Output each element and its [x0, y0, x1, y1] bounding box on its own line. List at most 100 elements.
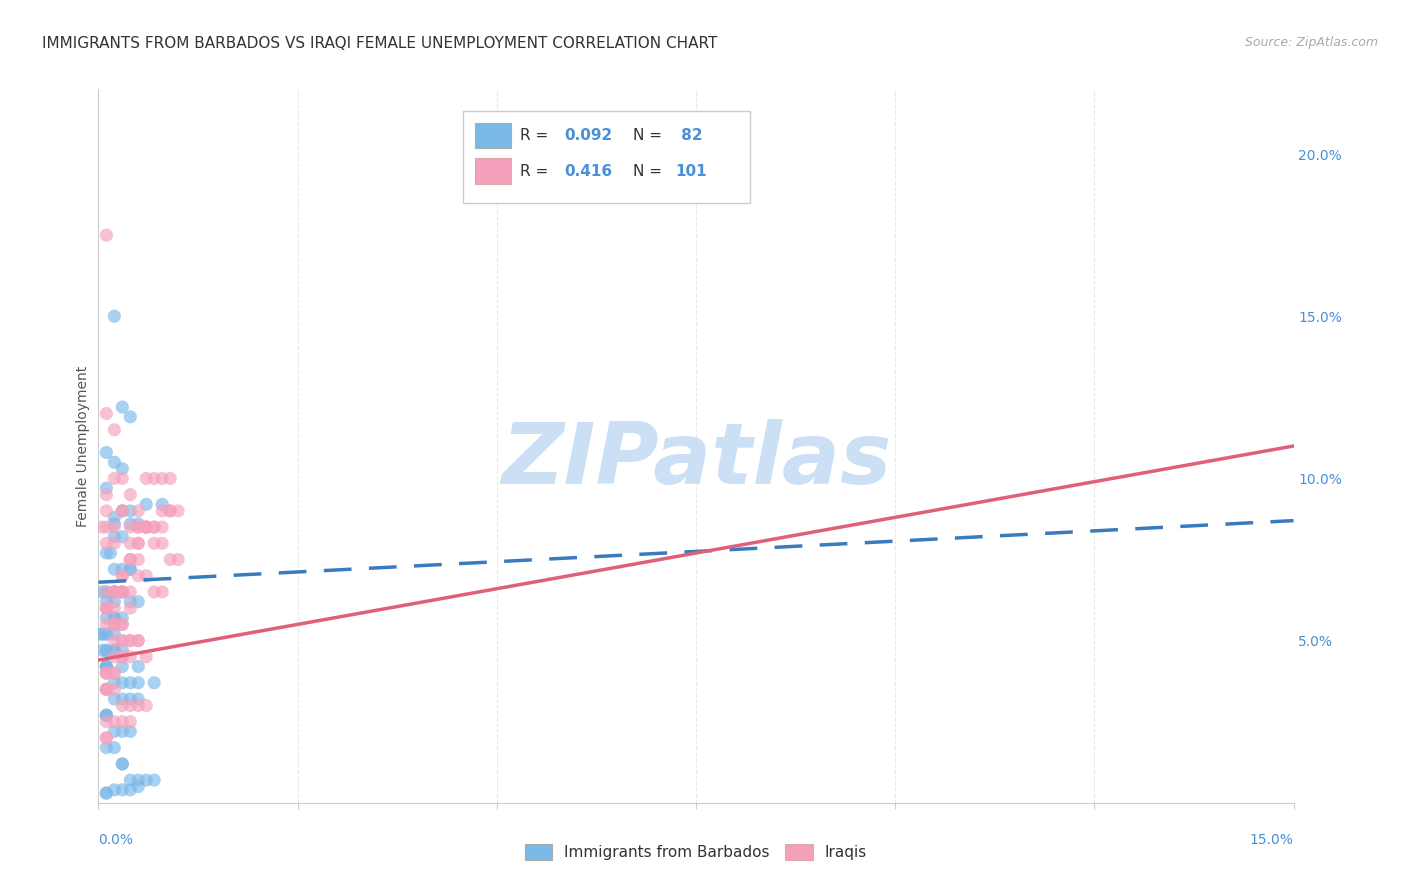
Point — [143, 520, 166, 534]
Point — [120, 504, 142, 518]
Point — [120, 562, 142, 576]
Point — [143, 471, 166, 485]
Point — [111, 504, 134, 518]
Point — [127, 520, 149, 534]
Point — [96, 585, 118, 599]
Point — [120, 692, 142, 706]
Point — [111, 585, 134, 599]
Point — [127, 780, 149, 794]
Point — [127, 633, 149, 648]
Point — [103, 611, 125, 625]
Point — [111, 611, 134, 625]
Point — [120, 714, 142, 729]
Point — [127, 568, 149, 582]
Point — [103, 714, 125, 729]
Text: N =: N = — [633, 164, 666, 178]
Point — [96, 627, 118, 641]
Point — [111, 617, 134, 632]
Point — [120, 409, 142, 424]
Point — [96, 666, 118, 681]
Text: 82: 82 — [676, 128, 702, 143]
Point — [103, 675, 125, 690]
Point — [103, 601, 125, 615]
Point — [96, 708, 118, 723]
Point — [111, 756, 134, 771]
Point — [103, 692, 125, 706]
Point — [167, 552, 190, 566]
Point — [96, 786, 118, 800]
Point — [111, 649, 134, 664]
Point — [96, 682, 118, 697]
Point — [127, 659, 149, 673]
Point — [111, 471, 134, 485]
Point — [143, 536, 166, 550]
Point — [103, 782, 125, 797]
Point — [103, 585, 125, 599]
Point — [96, 731, 118, 745]
Point — [120, 698, 142, 713]
Point — [135, 773, 157, 788]
Point — [120, 675, 142, 690]
Point — [127, 536, 149, 550]
Point — [159, 471, 181, 485]
Point — [143, 675, 166, 690]
Point — [150, 497, 173, 511]
Point — [120, 536, 142, 550]
Point — [111, 643, 134, 657]
Point — [96, 611, 118, 625]
Point — [103, 627, 125, 641]
Point — [120, 562, 142, 576]
Point — [135, 520, 157, 534]
Point — [143, 585, 166, 599]
FancyBboxPatch shape — [475, 159, 510, 184]
Point — [96, 536, 118, 550]
Point — [96, 714, 118, 729]
Point — [103, 520, 125, 534]
Point — [167, 504, 190, 518]
Point — [120, 773, 142, 788]
Text: ZIPatlas: ZIPatlas — [501, 418, 891, 502]
Point — [120, 601, 142, 615]
Point — [103, 740, 125, 755]
Point — [111, 675, 134, 690]
Point — [120, 724, 142, 739]
Text: IMMIGRANTS FROM BARBADOS VS IRAQI FEMALE UNEMPLOYMENT CORRELATION CHART: IMMIGRANTS FROM BARBADOS VS IRAQI FEMALE… — [42, 36, 717, 51]
Text: 0.416: 0.416 — [565, 164, 613, 178]
Point — [103, 595, 125, 609]
Point — [111, 585, 134, 599]
Point — [91, 585, 114, 599]
Point — [103, 585, 125, 599]
Point — [96, 659, 118, 673]
Point — [120, 633, 142, 648]
Point — [103, 585, 125, 599]
Point — [111, 400, 134, 414]
Point — [111, 568, 134, 582]
Point — [150, 471, 173, 485]
Point — [96, 659, 118, 673]
Point — [135, 568, 157, 582]
Point — [103, 585, 125, 599]
Point — [103, 617, 125, 632]
Point — [96, 731, 118, 745]
Point — [96, 601, 118, 615]
Point — [135, 520, 157, 534]
Point — [103, 649, 125, 664]
Point — [103, 611, 125, 625]
Point — [150, 585, 173, 599]
Point — [127, 516, 149, 531]
Point — [103, 633, 125, 648]
Point — [111, 714, 134, 729]
Point — [127, 520, 149, 534]
Point — [143, 520, 166, 534]
Point — [111, 585, 134, 599]
Point — [111, 504, 134, 518]
Point — [120, 585, 142, 599]
Point — [127, 595, 149, 609]
Point — [96, 601, 118, 615]
Point — [96, 585, 118, 599]
Point — [150, 520, 173, 534]
Point — [111, 698, 134, 713]
Text: 0.092: 0.092 — [565, 128, 613, 143]
Text: 0.0%: 0.0% — [98, 833, 134, 847]
Point — [111, 724, 134, 739]
